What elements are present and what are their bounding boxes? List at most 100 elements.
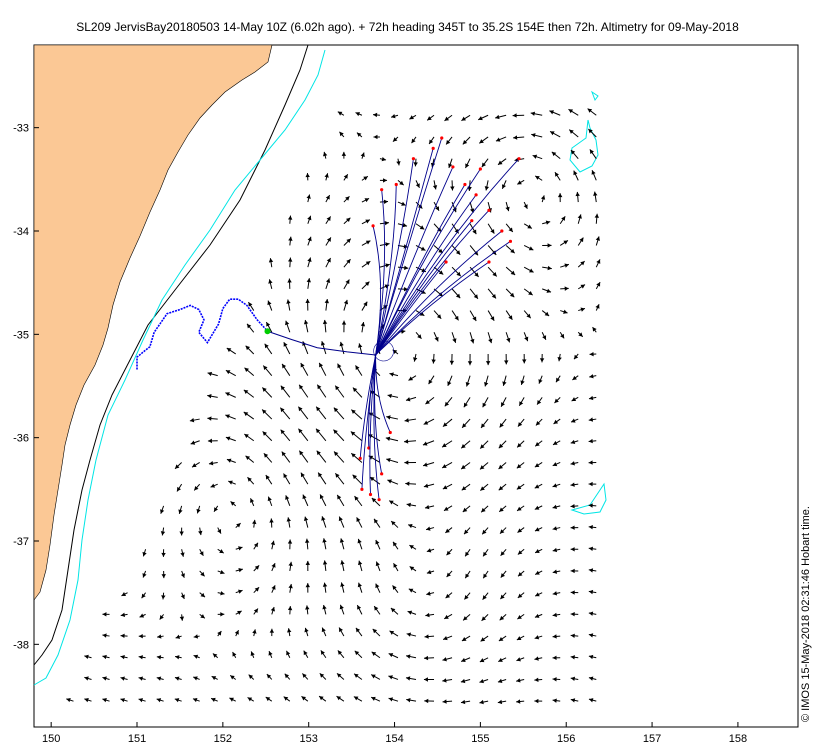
current-arrow — [253, 608, 259, 615]
current-arrow — [552, 462, 561, 467]
y-axis-ticks: -33 -34 -35 -36 -37 -38 — [13, 123, 39, 651]
current-arrow — [225, 414, 236, 420]
current-arrow — [593, 191, 598, 203]
current-arrow — [577, 284, 586, 290]
current-arrow — [286, 650, 291, 658]
current-arrow — [389, 630, 399, 637]
forecast-endpoint — [377, 498, 381, 502]
current-arrow — [226, 347, 237, 355]
current-arrow — [379, 178, 388, 183]
current-vector-field — [66, 108, 601, 705]
current-arrow — [408, 588, 417, 594]
current-arrow — [587, 108, 597, 116]
current-arrow — [357, 538, 363, 550]
current-arrow — [361, 175, 369, 181]
current-arrow — [156, 655, 164, 660]
current-arrow — [248, 674, 255, 680]
current-arrow — [570, 698, 579, 703]
current-arrow — [356, 517, 363, 528]
current-arrow — [217, 591, 225, 596]
current-arrow — [175, 634, 182, 639]
forecast-trajectory — [375, 168, 481, 356]
current-arrow — [302, 494, 309, 507]
forecast-trajectory — [375, 158, 520, 356]
current-arrow — [341, 151, 347, 159]
current-arrow — [450, 180, 455, 191]
current-arrow — [542, 220, 551, 225]
current-arrow — [336, 695, 345, 702]
planned-track — [267, 330, 376, 356]
current-arrow — [392, 585, 399, 593]
current-arrow — [370, 674, 381, 680]
current-arrow — [552, 547, 561, 553]
current-arrow — [568, 129, 579, 138]
current-arrow — [340, 560, 345, 572]
current-arrow — [481, 527, 489, 535]
current-arrow — [357, 560, 363, 572]
current-arrow — [415, 331, 422, 340]
current-arrow — [372, 112, 380, 118]
current-arrow — [505, 332, 511, 343]
current-arrow — [469, 223, 477, 235]
current-arrow — [463, 527, 471, 535]
current-arrow — [350, 452, 363, 463]
current-arrow — [422, 440, 435, 446]
current-arrow — [161, 549, 166, 557]
current-arrow — [413, 158, 418, 167]
current-arrow — [243, 389, 255, 398]
forecast-endpoint — [451, 165, 455, 169]
current-arrow — [409, 566, 417, 572]
forecast-trajectory — [361, 354, 377, 490]
current-arrow — [350, 431, 363, 442]
current-arrow — [589, 351, 597, 357]
current-arrow — [248, 301, 255, 311]
current-arrow — [517, 418, 525, 427]
current-arrow — [517, 613, 525, 620]
forecast-endpoint — [487, 260, 491, 264]
current-arrow — [271, 585, 276, 593]
current-arrow — [588, 589, 597, 595]
current-arrow — [339, 341, 345, 355]
current-arrow — [285, 320, 291, 333]
current-arrow — [534, 462, 543, 468]
current-arrow — [443, 613, 453, 620]
current-arrow — [287, 257, 293, 268]
current-arrow — [213, 505, 219, 513]
current-arrow — [485, 353, 491, 366]
current-arrow — [262, 365, 273, 376]
current-arrow — [120, 698, 128, 703]
current-arrow — [588, 676, 597, 681]
current-arrow — [534, 440, 543, 447]
current-arrow — [193, 483, 201, 491]
current-arrow — [479, 657, 489, 663]
current-arrow — [397, 179, 405, 186]
current-arrow — [244, 433, 255, 442]
current-arrow — [516, 678, 525, 683]
current-arrow — [424, 698, 435, 704]
current-arrow — [355, 112, 363, 117]
current-arrow — [265, 321, 273, 333]
current-arrow — [432, 180, 438, 190]
current-arrow — [502, 375, 507, 386]
forecast-trajectory — [375, 220, 473, 356]
forecast-endpoint — [487, 208, 491, 212]
current-arrow — [552, 504, 561, 510]
current-arrow — [461, 114, 471, 122]
current-arrow — [523, 310, 532, 319]
current-arrow — [426, 114, 435, 121]
current-arrow — [442, 635, 453, 641]
current-arrow — [445, 527, 453, 534]
current-arrow — [161, 570, 166, 579]
current-arrow — [495, 114, 507, 120]
current-arrow — [535, 570, 543, 575]
current-arrow — [159, 614, 165, 620]
current-arrow — [501, 180, 507, 189]
current-arrow — [424, 655, 435, 661]
current-arrow — [426, 548, 435, 553]
current-arrow — [570, 149, 579, 159]
current-arrow — [353, 696, 363, 702]
current-arrow — [552, 634, 561, 639]
current-arrow — [333, 451, 345, 463]
forecast-trajectory — [375, 184, 397, 356]
current-arrow — [361, 301, 368, 311]
